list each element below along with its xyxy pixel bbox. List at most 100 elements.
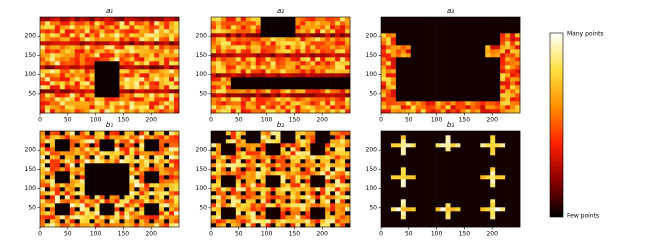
heatmap-cell (431, 109, 436, 113)
heatmap-cell (465, 69, 470, 73)
heatmap-cell (431, 97, 436, 101)
y-tick-label: 50 (199, 90, 207, 97)
heatmap-cell (446, 33, 451, 37)
heatmap-cell (95, 77, 100, 81)
heatmap-cell (80, 101, 85, 105)
heatmap-cell (495, 49, 500, 53)
heatmap-cell (159, 159, 164, 163)
heatmap-cell (335, 155, 340, 159)
heatmap-cell (470, 41, 475, 45)
heatmap-cell (490, 199, 495, 203)
heatmap-cell (320, 203, 325, 207)
heatmap-cell (110, 29, 115, 33)
heatmap-cell (305, 69, 310, 73)
heatmap-cell (134, 97, 139, 101)
heatmap-cell (271, 195, 276, 199)
heatmap-cell (315, 53, 320, 57)
heatmap-cell (119, 195, 124, 199)
heatmap-cell (231, 203, 236, 207)
heatmap-cell (266, 135, 271, 139)
heatmap-cell (451, 17, 456, 21)
heatmap-cell (325, 85, 330, 89)
heatmap-cell (480, 167, 485, 171)
heatmap-cell (50, 167, 55, 171)
heatmap-cell (515, 73, 520, 77)
heatmap-cell (85, 29, 90, 33)
heatmap-cell (251, 159, 256, 163)
heatmap-cell (271, 191, 276, 195)
heatmap-cell (100, 97, 105, 101)
heatmap-cell (300, 33, 305, 37)
x-tick-label: 0 (379, 231, 383, 238)
heatmap-cell (495, 109, 500, 113)
heatmap-cell (124, 37, 129, 41)
heatmap-cell (391, 187, 396, 191)
heatmap-cell (441, 17, 446, 21)
heatmap-cell (216, 183, 221, 187)
heatmap-cell (411, 139, 416, 143)
heatmap-cell (154, 215, 159, 219)
heatmap-cell (320, 211, 325, 215)
heatmap-cell (139, 159, 144, 163)
heatmap-cell (149, 69, 154, 73)
heatmap-cell (436, 195, 441, 199)
heatmap-cell (455, 17, 460, 21)
heatmap-cell (335, 211, 340, 215)
heatmap-cell (174, 187, 179, 191)
heatmap-cell (490, 105, 495, 109)
heatmap-cell (114, 135, 119, 139)
heatmap-cell (340, 183, 345, 187)
x-tick-label: 0 (379, 117, 383, 124)
heatmap-cell (100, 21, 105, 25)
heatmap-cell (221, 97, 226, 101)
heatmap-cell (500, 69, 505, 73)
heatmap-cell (139, 49, 144, 53)
heatmap-cell (431, 199, 436, 203)
heatmap-cell (310, 93, 315, 97)
heatmap-cell (500, 187, 505, 191)
heatmap-cell (246, 195, 251, 199)
heatmap-cell (95, 167, 100, 171)
heatmap-cell (465, 191, 470, 195)
heatmap-cell (251, 65, 256, 69)
heatmap-cell (100, 215, 105, 219)
heatmap-cell (60, 223, 65, 227)
heatmap-cell (159, 69, 164, 73)
heatmap-cell (505, 143, 510, 147)
heatmap-cell (119, 211, 124, 215)
heatmap-cell (144, 61, 149, 65)
heatmap-cell (226, 65, 231, 69)
heatmap-cell (50, 151, 55, 155)
heatmap-cell (505, 179, 510, 183)
heatmap-cell (465, 65, 470, 69)
heatmap-cell (276, 151, 281, 155)
heatmap-cell (236, 33, 241, 37)
heatmap-cell (134, 147, 139, 151)
heatmap-cell (290, 73, 295, 77)
heatmap-cell (216, 53, 221, 57)
heatmap-cell (90, 203, 95, 207)
heatmap-cell (305, 37, 310, 41)
heatmap-cell (129, 81, 134, 85)
heatmap-cell (251, 37, 256, 41)
heatmap-cell (510, 37, 515, 41)
heatmap-cell (431, 187, 436, 191)
heatmap-cell (110, 175, 115, 179)
heatmap-cell (411, 207, 416, 211)
heatmap-cell (134, 69, 139, 73)
heatmap-cell (236, 187, 241, 191)
heatmap-cell (381, 163, 386, 167)
heatmap-cell (65, 167, 70, 171)
heatmap-cell (144, 195, 149, 199)
heatmap-cell (261, 41, 266, 45)
heatmap-cell (256, 109, 261, 113)
heatmap-cell (154, 219, 159, 223)
heatmap-cell (431, 143, 436, 147)
heatmap-cell (290, 135, 295, 139)
heatmap-cell (460, 69, 465, 73)
heatmap-cell (436, 191, 441, 195)
heatmap-cell (500, 139, 505, 143)
heatmap-cell (256, 33, 261, 37)
heatmap-cell (211, 57, 216, 61)
heatmap-cell (455, 139, 460, 143)
